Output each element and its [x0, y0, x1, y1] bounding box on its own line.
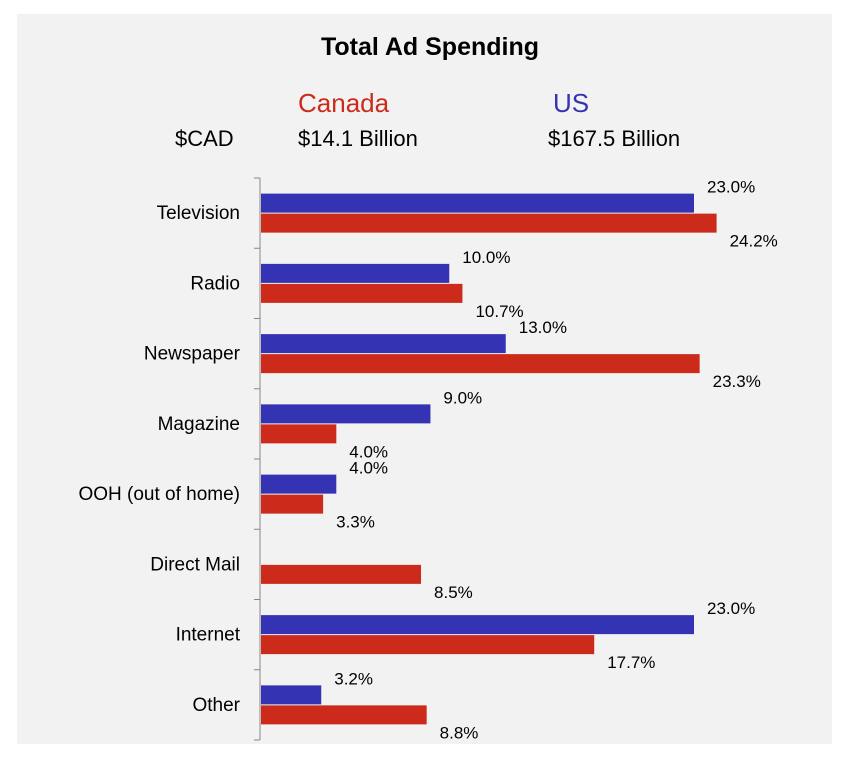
bar-canada — [261, 283, 463, 303]
data-label-canada: 8.8% — [440, 723, 479, 742]
bar-canada — [261, 635, 595, 655]
bar-canada — [261, 705, 427, 725]
bar-us — [261, 404, 431, 424]
canada-total: $14.1 Billion — [298, 126, 418, 151]
bar-canada — [261, 564, 422, 584]
data-label-us: 3.2% — [334, 669, 373, 688]
data-label-us: 10.0% — [462, 248, 510, 267]
data-label-canada: 23.3% — [713, 372, 761, 391]
data-label-canada: 10.7% — [475, 302, 523, 321]
currency-label: $CAD — [175, 126, 234, 151]
data-label-us: 23.0% — [707, 178, 755, 197]
category-label: Newspaper — [144, 344, 241, 365]
category-label: Direct Mail — [150, 554, 240, 575]
category-label: OOH (out of home) — [78, 484, 240, 505]
bar-canada — [261, 354, 700, 374]
bar-us — [261, 263, 450, 283]
series-name-canada: Canada — [298, 88, 390, 118]
data-label-us: 9.0% — [443, 388, 482, 407]
bar-us — [261, 193, 694, 213]
data-label-us: 23.0% — [707, 599, 755, 618]
bar-canada — [261, 213, 717, 233]
us-total: $167.5 Billion — [548, 126, 681, 151]
category-label: Other — [192, 695, 240, 716]
series-name-us: US — [553, 88, 590, 118]
bar-us — [261, 334, 506, 354]
bar-us — [261, 685, 322, 705]
data-label-canada: 24.2% — [730, 232, 778, 251]
data-label-canada: 8.5% — [434, 583, 473, 602]
data-label-us: 13.0% — [519, 318, 567, 337]
bar-us — [261, 615, 694, 635]
category-label: Radio — [190, 273, 240, 294]
category-label: Television — [157, 203, 240, 224]
bar-us — [261, 474, 337, 494]
data-label-canada: 4.0% — [349, 442, 388, 461]
category-label: Internet — [176, 625, 241, 646]
bar-canada — [261, 494, 324, 514]
data-label-canada: 17.7% — [607, 653, 655, 672]
bar-canada — [261, 424, 337, 444]
chart-title: Total Ad Spending — [320, 33, 540, 61]
category-label: Magazine — [158, 414, 240, 435]
data-label-canada: 3.3% — [336, 513, 375, 532]
data-label-us: 4.0% — [349, 459, 388, 478]
